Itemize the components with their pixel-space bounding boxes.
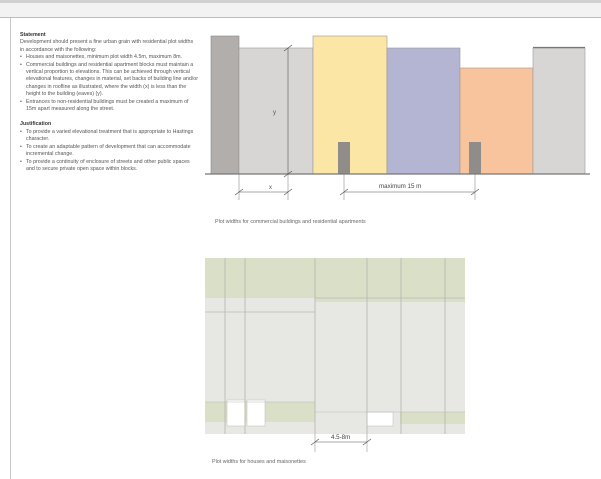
label-y: y (273, 110, 276, 116)
label-x: x (269, 185, 272, 191)
justification-heading: Justification (20, 121, 52, 128)
window-top-bar (0, 0, 601, 3)
garden-strip (205, 258, 465, 298)
elevation-figure: y x maximum 15 m (205, 22, 590, 212)
justification-bullet: To provide a varied elevational treatmen… (20, 129, 198, 144)
garden-block (315, 298, 465, 302)
justification-bullet: To create an adaptable pattern of develo… (20, 144, 198, 159)
statement-bullet: Entrances to non-residential buildings m… (20, 99, 198, 114)
statement-bullet: Houses and maisonettes, minimum plot wid… (20, 54, 198, 62)
label-plot-width: 4.5-8m (331, 434, 350, 441)
building-blue (386, 47, 461, 175)
door (469, 142, 481, 174)
justification-bullet: To provide a continuity of enclosure of … (20, 159, 198, 174)
plan-drawing: 4.5-8m (205, 258, 465, 452)
statement-heading: Statement (20, 32, 46, 38)
toolbar-strip (0, 3, 601, 18)
building-grey-end (532, 47, 586, 175)
caption-top: Plot widths for commercial buildings and… (215, 219, 366, 225)
building-grey-dark (210, 35, 240, 175)
plan-figure: 4.5-8m (205, 252, 470, 457)
label-maximum: maximum 15 m (379, 183, 421, 190)
caption-bottom: Plot widths for houses and maisonettes (212, 459, 306, 465)
statement-intro: Development should present a fine urban … (20, 39, 194, 53)
door (338, 142, 350, 174)
building-grey-light (238, 47, 314, 175)
elevation-drawing: y x maximum 15 m (205, 35, 590, 200)
statement-list: Houses and maisonettes, minimum plot wid… (20, 54, 198, 113)
garden-lower-right (400, 412, 465, 424)
statement-bullet: Commercial buildings and residential apa… (20, 62, 198, 99)
page-left-rule (10, 18, 11, 479)
justification-list: To provide a varied elevational treatmen… (20, 129, 198, 173)
text-column: Statement Development should present a f… (20, 32, 198, 173)
